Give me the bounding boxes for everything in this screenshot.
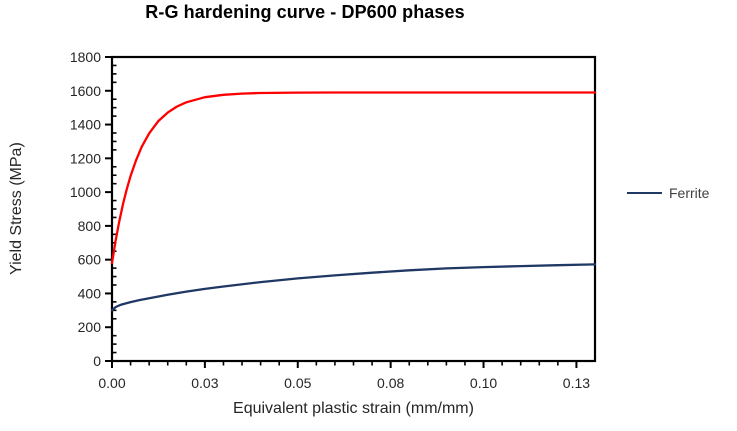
y-tick-label: 1400	[70, 117, 101, 133]
y-tick-label: 1600	[70, 83, 101, 99]
x-axis-title: Equivalent plastic strain (mm/mm)	[233, 400, 474, 417]
y-tick-label: 1200	[70, 150, 101, 166]
legend-ferrite-line-icon	[627, 191, 662, 195]
y-tick-label: 800	[78, 218, 102, 234]
x-tick-label: 0.13	[563, 375, 590, 391]
y-tick-label: 0	[93, 353, 101, 369]
plot-border	[110, 55, 597, 363]
y-tick-label: 400	[78, 285, 102, 301]
x-tick-label: 0.00	[98, 375, 125, 391]
series-ferrite	[110, 263, 597, 312]
y-tick-label: 200	[78, 319, 102, 335]
x-tick-label: 0.05	[284, 375, 311, 391]
x-tick-label: 0.10	[470, 375, 497, 391]
x-tick-label: 0.03	[191, 375, 218, 391]
y-tick-label: 1800	[70, 49, 101, 65]
y-tick-label: 600	[78, 252, 102, 268]
legend-ferrite-label: Ferrite	[669, 185, 710, 201]
legend: Ferrite	[627, 183, 709, 203]
x-tick-label: 0.08	[377, 375, 404, 391]
y-tick-label: 1000	[70, 184, 101, 200]
series-red-curve	[110, 91, 597, 265]
chart-title: R-G hardening curve - DP600 phases	[145, 2, 465, 22]
